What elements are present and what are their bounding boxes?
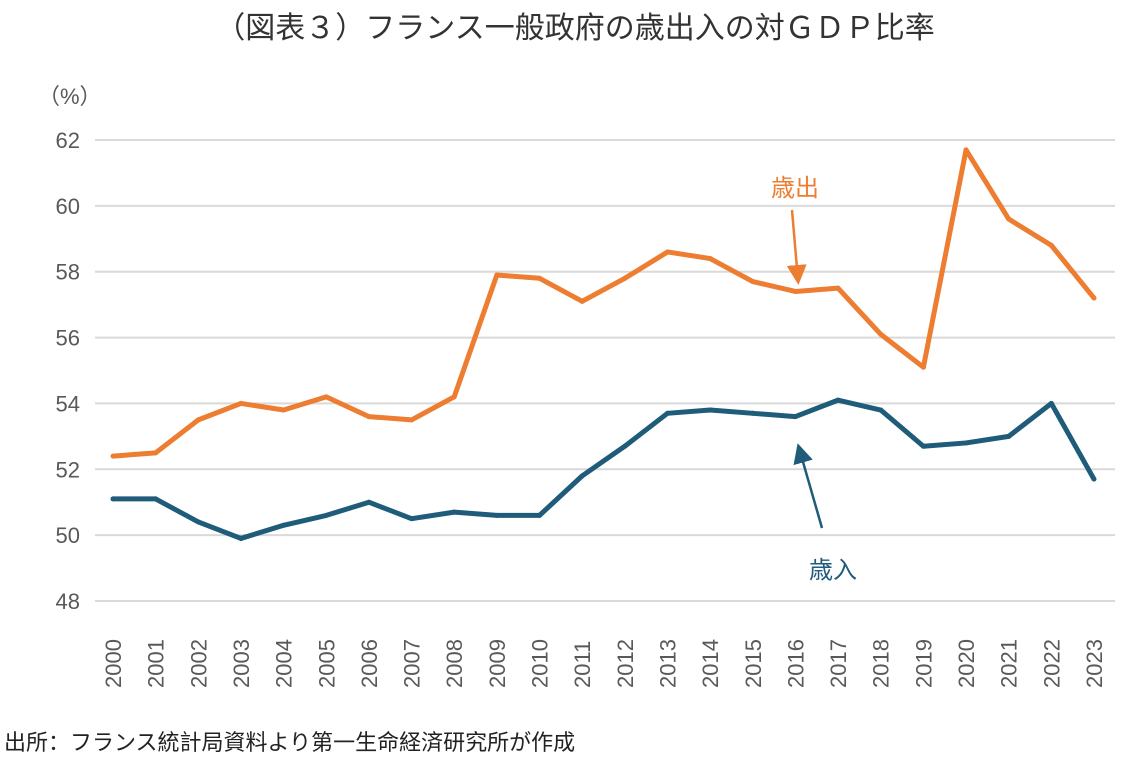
data-point (579, 298, 585, 304)
data-point (1091, 295, 1097, 301)
x-tick-label: 2021 (997, 639, 1022, 688)
x-tick-label: 2012 (613, 639, 638, 688)
data-point (281, 522, 287, 528)
y-tick-label: 62 (56, 128, 80, 153)
annotation-arrow (793, 443, 824, 529)
y-tick-label: 52 (56, 457, 80, 482)
y-tick-label: 50 (56, 523, 80, 548)
data-point (195, 519, 201, 525)
x-tick-label: 2002 (186, 639, 211, 688)
data-point (707, 256, 713, 262)
x-tick-label: 2010 (528, 639, 553, 688)
y-tick-label: 60 (56, 194, 80, 219)
data-point (323, 394, 329, 400)
data-point (281, 407, 287, 413)
x-tick-label: 2003 (229, 639, 254, 688)
data-point (366, 414, 372, 420)
data-point (579, 473, 585, 479)
x-tick-label: 2023 (1082, 639, 1107, 688)
data-point (835, 397, 841, 403)
x-tick-label: 2013 (655, 639, 680, 688)
data-point (792, 414, 798, 420)
data-point (963, 147, 969, 153)
data-point (323, 512, 329, 518)
x-tick-label: 2011 (570, 641, 595, 688)
data-point (1006, 216, 1012, 222)
x-tick-label: 2000 (101, 639, 126, 688)
x-tick-label: 2020 (954, 639, 979, 688)
y-tick-label: 56 (56, 326, 80, 351)
x-tick-label: 2005 (314, 639, 339, 688)
x-tick-label: 2017 (826, 639, 851, 688)
data-point (750, 410, 756, 416)
data-point (153, 496, 159, 502)
y-tick-label: 48 (56, 589, 80, 614)
x-tick-label: 2006 (357, 639, 382, 688)
data-point (878, 331, 884, 337)
data-point (1091, 476, 1097, 482)
x-tick-label: 2009 (485, 639, 510, 688)
data-point (195, 417, 201, 423)
series-label-revenue: 歳入 (809, 556, 857, 584)
data-point (537, 512, 543, 518)
data-point (750, 279, 756, 285)
x-tick-label: 2018 (869, 639, 894, 688)
y-tick-label: 54 (56, 391, 80, 416)
data-point (792, 288, 798, 294)
data-point (920, 364, 926, 370)
chart-title: （図表３）フランス一般政府の歳出入の対ＧＤＰ比率 (215, 11, 934, 46)
data-point (494, 512, 500, 518)
data-point (1048, 400, 1054, 406)
source-note: 出所：フランス統計局資料より第一生命経済研究所が作成 (4, 731, 575, 756)
data-point (920, 443, 926, 449)
series-label-expenditure: 歳出 (771, 174, 819, 202)
x-tick-label: 2001 (144, 639, 169, 688)
series-line-expenditure (112, 147, 1096, 459)
data-point (238, 535, 244, 541)
data-point (664, 249, 670, 255)
y-axis-label: （%） (38, 84, 102, 109)
x-tick-label: 2008 (442, 639, 467, 688)
y-tick-label: 58 (56, 260, 80, 285)
data-point (409, 516, 415, 522)
data-point (494, 272, 500, 278)
data-point (835, 285, 841, 291)
x-tick-label: 2022 (1039, 639, 1064, 688)
data-point (409, 417, 415, 423)
x-tick-label: 2014 (698, 639, 723, 688)
x-tick-label: 2007 (400, 639, 425, 688)
data-point (451, 394, 457, 400)
data-point (537, 275, 543, 281)
data-point (622, 443, 628, 449)
x-tick-label: 2015 (741, 639, 766, 688)
data-point (878, 407, 884, 413)
data-point (451, 509, 457, 515)
data-point (1006, 433, 1012, 439)
data-point (1048, 242, 1054, 248)
annotation-arrow (786, 209, 807, 285)
x-tick-label: 2004 (272, 639, 297, 688)
data-point (963, 440, 969, 446)
series-line-revenue (113, 397, 1097, 541)
data-point (153, 450, 159, 456)
data-point (110, 496, 116, 502)
data-point (366, 499, 372, 505)
data-point (707, 407, 713, 413)
data-point (110, 453, 116, 459)
data-point (664, 410, 670, 416)
x-tick-label: 2019 (911, 639, 936, 688)
data-point (238, 400, 244, 406)
x-tick-label: 2016 (783, 639, 808, 688)
data-point (622, 275, 628, 281)
